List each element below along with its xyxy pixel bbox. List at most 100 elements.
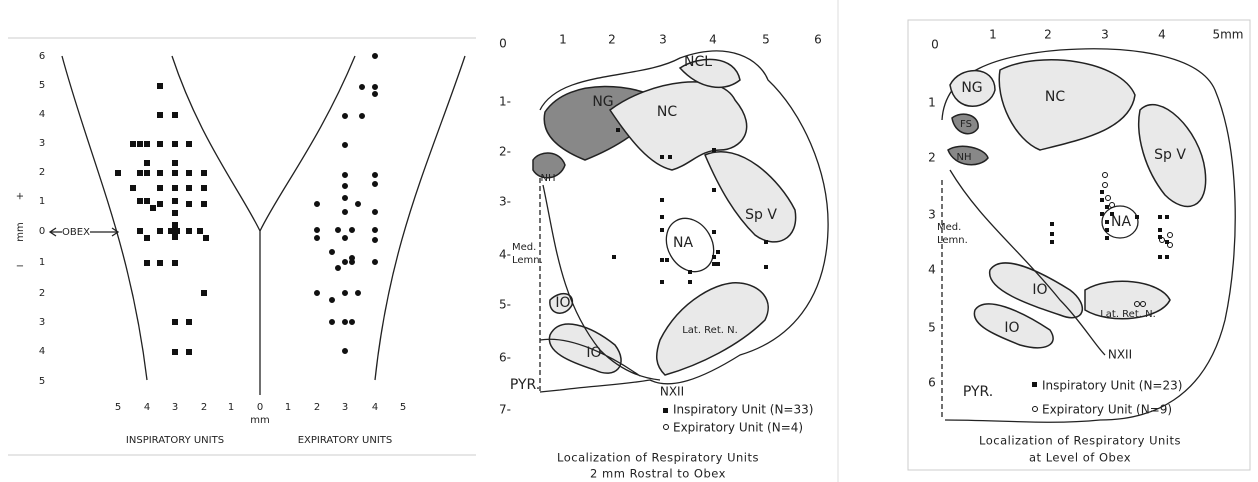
caption: 2 mm Rostral to Obex — [590, 467, 726, 481]
section-outline — [539, 50, 829, 393]
caption: Localization of Respiratory Units — [557, 451, 759, 465]
structure-label: NC — [657, 104, 677, 120]
structure-label: Med. — [512, 242, 536, 253]
na — [1101, 205, 1139, 239]
y-tick: 1 — [39, 196, 45, 207]
y-tick: 1 — [928, 96, 936, 110]
y-tick: 2 — [39, 167, 45, 178]
legend-marker — [663, 424, 669, 430]
y-tick: 3 — [39, 317, 45, 328]
io — [973, 303, 1054, 349]
y-tick: 4- — [499, 248, 511, 262]
structure-label: PYR. — [963, 384, 993, 400]
io — [989, 262, 1084, 319]
y-tick: 5- — [499, 298, 511, 312]
y-tick: 1- — [499, 95, 511, 109]
x-tick: 1 — [228, 402, 234, 413]
structure-label: NH — [957, 152, 972, 163]
structure-label: NXII — [1108, 348, 1132, 362]
y-tick: 6 — [39, 51, 45, 62]
panel-1: 6 5 4 3 2 1 0 1 2 3 4 5 + mm − OBEX 5 4 … — [8, 37, 476, 456]
y-tick: 3- — [499, 195, 511, 209]
x-tick: 5mm — [1212, 28, 1243, 42]
x-tick: 1 — [989, 28, 997, 42]
structure-label: Med. — [937, 222, 961, 233]
legend-marker — [1032, 406, 1038, 412]
x-tick: 3 — [659, 33, 667, 47]
nc — [608, 81, 748, 171]
frame — [907, 19, 1251, 471]
x-tick: 3 — [342, 402, 348, 413]
y-tick: 6- — [499, 351, 511, 365]
legend-label: Expiratory Unit (N=9) — [1042, 403, 1172, 417]
y-tick: 1 — [39, 257, 45, 268]
caption: at Level of Obex — [1029, 451, 1131, 465]
lat-ret — [655, 282, 769, 376]
y-tick: 5 — [39, 80, 45, 91]
structure-label: NXII — [660, 385, 684, 399]
panel-3: 0 1 2 3 4 5mm 1 2 3 4 5 6 NG NC FS NH Sp… — [907, 19, 1251, 471]
x-tick: 3 — [172, 402, 178, 413]
group-label: INSPIRATORY UNITS — [126, 435, 224, 446]
y-tick: 4 — [928, 263, 936, 277]
y-tick: 4 — [39, 346, 45, 357]
ncl — [678, 58, 741, 88]
x-tick: 0 — [931, 38, 939, 52]
structure-label: FS — [960, 119, 972, 130]
unit-circles — [1102, 172, 1174, 307]
structure-label: NA — [1111, 214, 1131, 230]
sign: + — [15, 192, 26, 200]
x-tick: 2 — [201, 402, 207, 413]
x-tick: 6 — [814, 33, 822, 47]
lat-ret — [1084, 280, 1171, 320]
structure-label: NC — [1045, 89, 1065, 105]
y-tick: 3 — [928, 208, 936, 222]
y-tick: 2- — [499, 145, 511, 159]
y-tick: 4 — [39, 109, 45, 120]
structure-label: IO — [1032, 282, 1047, 298]
x-tick: 4 — [372, 402, 378, 413]
structure-label: Lat. Ret. N. — [682, 325, 738, 336]
expiratory-dots — [314, 53, 378, 354]
outline — [61, 55, 466, 395]
legend-marker — [1032, 382, 1037, 387]
x-tick: 0 — [499, 37, 507, 51]
inspiratory-dots — [115, 83, 209, 355]
x-tick: 5 — [400, 402, 406, 413]
y-tick: 7- — [499, 403, 511, 417]
structure-label: NH — [541, 173, 556, 184]
structure-label: NCL — [684, 54, 712, 70]
structure-label: NG — [961, 80, 982, 96]
structure-label: NA — [673, 235, 693, 251]
nh — [532, 152, 566, 179]
tract — [949, 169, 1106, 356]
x-tick: 2 — [314, 402, 320, 413]
x-tick: 1 — [285, 402, 291, 413]
structure-label: Sp V — [745, 207, 777, 223]
x-tick: 1 — [559, 33, 567, 47]
nh — [947, 145, 989, 166]
x-tick: 4 — [1158, 28, 1166, 42]
y-tick: 2 — [928, 151, 936, 165]
x-tick: 2 — [608, 33, 616, 47]
structure-label: Lemn. — [512, 255, 543, 266]
y-tick: 2 — [39, 288, 45, 299]
structure-label: IO — [586, 345, 601, 361]
legend-label: Inspiratory Unit (N=23) — [1042, 379, 1182, 393]
obex-label: OBEX — [62, 227, 90, 238]
y-tick: 6 — [928, 376, 936, 390]
structure-label: Sp V — [1154, 147, 1186, 163]
unit: mm — [15, 222, 26, 241]
x-tick: 2 — [1044, 28, 1052, 42]
x-unit: mm — [250, 415, 269, 426]
x-tick: 4 — [709, 33, 717, 47]
legend-label: Expiratory Unit (N=4) — [673, 421, 803, 435]
x-tick: 4 — [144, 402, 150, 413]
fs — [951, 113, 979, 135]
obex-arrow — [48, 227, 120, 237]
panel-2: 0 1 2 3 4 5 6 1- 2- 3- 4- 5- 6- 7- NCL N… — [499, 0, 839, 482]
ng — [949, 69, 996, 107]
section-outline — [941, 48, 1236, 423]
